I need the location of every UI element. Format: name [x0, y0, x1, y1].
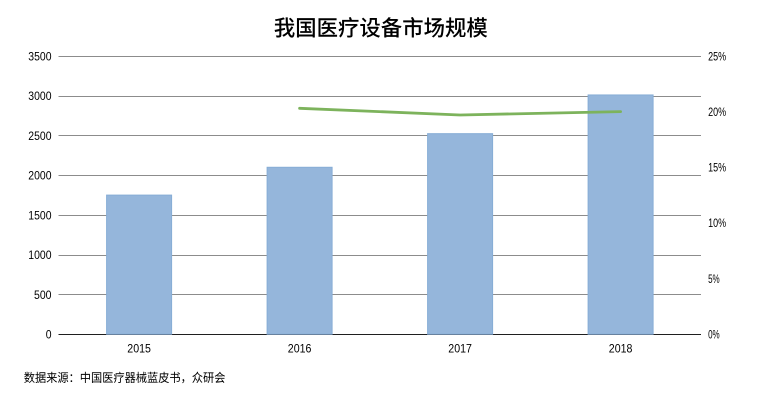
svg-text:2018: 2018	[609, 342, 633, 355]
svg-text:10%: 10%	[708, 217, 726, 230]
svg-text:2015: 2015	[127, 342, 151, 355]
svg-text:3500: 3500	[28, 50, 51, 63]
svg-text:2016: 2016	[288, 342, 312, 355]
svg-text:500: 500	[34, 289, 52, 302]
svg-text:2500: 2500	[28, 130, 51, 143]
svg-text:20%: 20%	[708, 106, 726, 119]
svg-text:15%: 15%	[708, 162, 726, 175]
svg-text:0%: 0%	[708, 329, 720, 342]
svg-text:3000: 3000	[28, 90, 51, 103]
svg-text:5%: 5%	[708, 273, 720, 286]
svg-text:25%: 25%	[708, 50, 726, 63]
svg-text:0: 0	[46, 329, 52, 342]
svg-text:2017: 2017	[448, 342, 472, 355]
svg-text:1500: 1500	[28, 209, 51, 222]
svg-text:2000: 2000	[28, 170, 51, 183]
svg-text:1000: 1000	[28, 249, 51, 262]
